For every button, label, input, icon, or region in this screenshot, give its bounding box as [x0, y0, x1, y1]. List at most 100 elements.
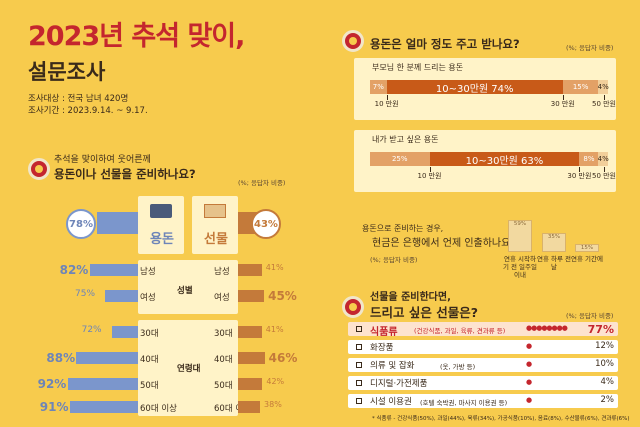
gift-row-3: 디지털·가전제품 ● 4%	[348, 376, 618, 390]
q2-tick-1-0	[429, 167, 431, 172]
q2-seg-0-1: 10~30만원 74%	[386, 80, 563, 95]
gift-category-2: 의류 및 잡화	[370, 361, 415, 371]
category-money-0-1: 여성	[140, 293, 156, 303]
q2-series2-name: 내가 받고 싶은 용돈	[372, 135, 439, 144]
overall-money-value: 78%	[66, 209, 96, 239]
q2-tick-1-1	[579, 167, 581, 172]
gift-bar-0-1	[238, 290, 265, 302]
gift-label: 선물	[204, 232, 228, 247]
page-title: 2023년 추석 맞이,	[28, 21, 245, 52]
q3-value-2: 15%	[580, 244, 594, 251]
q3-value-0: 59%	[513, 220, 527, 227]
gift-value-1-3: 38%	[264, 400, 282, 409]
gift-checkbox-icon-1	[356, 344, 362, 350]
q2-seg-0-0: 7%	[370, 80, 387, 94]
gift-bar-1-0	[238, 326, 262, 338]
gift-dots-2: ●	[526, 360, 532, 368]
envelope-icon	[204, 204, 226, 218]
group-name-1: 연령대	[177, 364, 201, 374]
q4-line2: 드리고 싶은 선물은?	[370, 305, 478, 320]
age-panel	[138, 320, 238, 416]
money-value-0-1: 75%	[75, 289, 96, 299]
gift-bar-1-1	[238, 352, 265, 364]
q2-seg-1-0: 25%	[370, 152, 430, 166]
group-name-0: 성별	[177, 286, 193, 296]
q4-line1: 선물을 준비한다면,	[370, 292, 451, 303]
q3-bar-2	[575, 243, 599, 252]
q1-line2: 용돈이나 선물을 준비하나요?	[54, 167, 196, 181]
q3-category-0: 연휴 시작하기 전 일주일 이내	[502, 255, 538, 279]
gift-checkbox-icon-0	[356, 326, 362, 332]
gift-category-4: 시설 이용권	[370, 397, 412, 407]
category-money-1-2: 50대	[140, 381, 159, 391]
survey-period: 조사기간 : 2023.9.14. ~ 9.17.	[28, 106, 148, 116]
money-bar-0-1	[105, 290, 138, 302]
q2-unit: (%; 응답자 비중)	[566, 44, 614, 52]
gift-value-1-0: 41%	[265, 325, 284, 334]
gift-row-1: 화장품 ● 12%	[348, 340, 618, 354]
q3-bar-0	[508, 219, 532, 252]
q2-ticklabel-1-1: 30 만원	[567, 172, 592, 180]
q2-ticklabel-0-0: 10 만원	[374, 100, 399, 108]
q2-seg-1-1: 10~30만원 63%	[429, 152, 580, 167]
money-bar-1-1	[76, 352, 138, 364]
gift-bar-1-2	[238, 378, 263, 390]
category-gift-1-1: 40대	[214, 355, 233, 365]
money-value-1-3: 91%	[39, 400, 69, 414]
q3-unit: (%; 응답자 비중)	[370, 256, 418, 264]
money-value-1-0: 72%	[81, 325, 102, 335]
page-subtitle: 설문조사	[28, 60, 106, 84]
gift-checkbox-icon-3	[356, 380, 362, 386]
category-money-0-0: 남성	[140, 267, 156, 277]
survey-target: 조사대상 : 전국 남녀 420명	[28, 94, 129, 104]
gift-value-1: 12%	[595, 341, 614, 351]
gift-dots-4: ●	[526, 396, 532, 404]
gift-value-0: 77%	[587, 323, 614, 336]
q2-tick-0-0	[386, 95, 388, 100]
gift-dots-1: ●	[526, 342, 532, 350]
q3-category-1: 연휴 하루 전날	[536, 255, 572, 271]
chuseok-emblem-icon	[28, 158, 50, 180]
q1-line1: 추석을 맞이하여 웃어른께	[54, 155, 151, 165]
q2-ticklabel-1-0: 10 만원	[417, 172, 442, 180]
category-money-1-3: 60대 이상	[140, 404, 177, 414]
category-gift-1-2: 50대	[214, 381, 233, 391]
overall-gift-value: 43%	[250, 209, 281, 239]
q2-title: 용돈은 얼마 정도 주고 받나요?	[370, 37, 520, 51]
q2-seg-1-3: 4%	[598, 152, 609, 166]
gift-checkbox-icon-2	[356, 362, 362, 368]
money-bar-0-0	[89, 264, 138, 276]
q3-bar-1	[542, 232, 566, 252]
gender-panel	[138, 260, 238, 314]
gift-category-1: 화장품	[370, 343, 394, 353]
gift-value-4: 2%	[600, 395, 615, 405]
gift-row-4: 시설 이용권 (호텔 숙박권, 마사지 이용권 등) ● 2%	[348, 394, 618, 408]
gift-category-0: 식품류	[370, 327, 398, 338]
gift-category-3: 디지털·가전제품	[370, 379, 428, 389]
q2-tick-1-2	[604, 167, 605, 172]
gift-value-0-0: 41%	[265, 263, 284, 272]
money-bar-1-2	[67, 378, 138, 390]
q2-tick-0-1	[562, 95, 564, 100]
gift-value-3: 4%	[600, 377, 615, 387]
money-value-1-2: 92%	[37, 377, 67, 391]
q2-ticklabel-0-1: 30 만원	[550, 100, 575, 108]
gift-value-1-1: 46%	[268, 351, 298, 365]
gift-bar-1-3	[238, 401, 261, 413]
q2-ticklabel-1-2: 50 만원	[591, 172, 616, 180]
overall-money-bar	[97, 212, 138, 234]
q2-series1-name: 부모님 한 분께 드리는 용돈	[372, 63, 464, 72]
q2-tick-0-2	[604, 95, 605, 100]
gift-detail-2: (옷, 가방 등)	[440, 363, 476, 371]
gift-row-2: 의류 및 잡화 (옷, 가방 등) ● 10%	[348, 358, 618, 372]
gift-checkbox-icon-4	[356, 398, 362, 404]
q3-line1: 용돈으로 준비하는 경우,	[362, 224, 444, 233]
footnote: * 식품류 - 건강식품(50%), 과일(44%), 육류(34%), 가공식…	[372, 416, 630, 422]
money-value-1-1: 88%	[46, 351, 76, 365]
gift-bar-0-0	[238, 264, 262, 276]
gift-row-0: 식품류 (건강식품, 과일, 육류, 견과류 등) ●●●●●●●● 77%	[348, 322, 618, 338]
money-bar-1-0	[111, 326, 138, 338]
gift-value-2: 10%	[595, 359, 614, 369]
gift-dots-3: ●	[526, 378, 532, 386]
q3-category-2: 연휴 기간에	[571, 255, 603, 263]
